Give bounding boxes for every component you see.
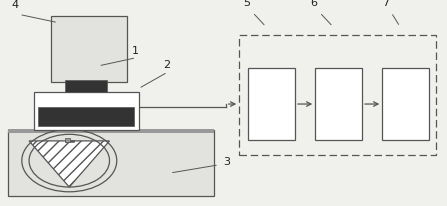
Text: 1: 1: [132, 46, 139, 56]
Bar: [51, 16, 127, 82]
Bar: [8, 130, 214, 196]
Text: 5: 5: [244, 0, 251, 8]
Bar: [65, 138, 70, 142]
Bar: [65, 80, 107, 92]
Text: 4: 4: [11, 0, 18, 10]
Text: 7: 7: [382, 0, 389, 8]
Bar: [315, 68, 362, 140]
Bar: [248, 68, 295, 140]
Text: 2: 2: [163, 60, 170, 70]
Bar: [8, 129, 214, 133]
Bar: [382, 68, 429, 140]
Text: 3: 3: [224, 157, 231, 167]
Bar: [239, 35, 436, 154]
Text: 6: 6: [311, 0, 318, 8]
Bar: [38, 107, 134, 126]
Polygon shape: [29, 141, 110, 187]
Bar: [34, 92, 139, 130]
